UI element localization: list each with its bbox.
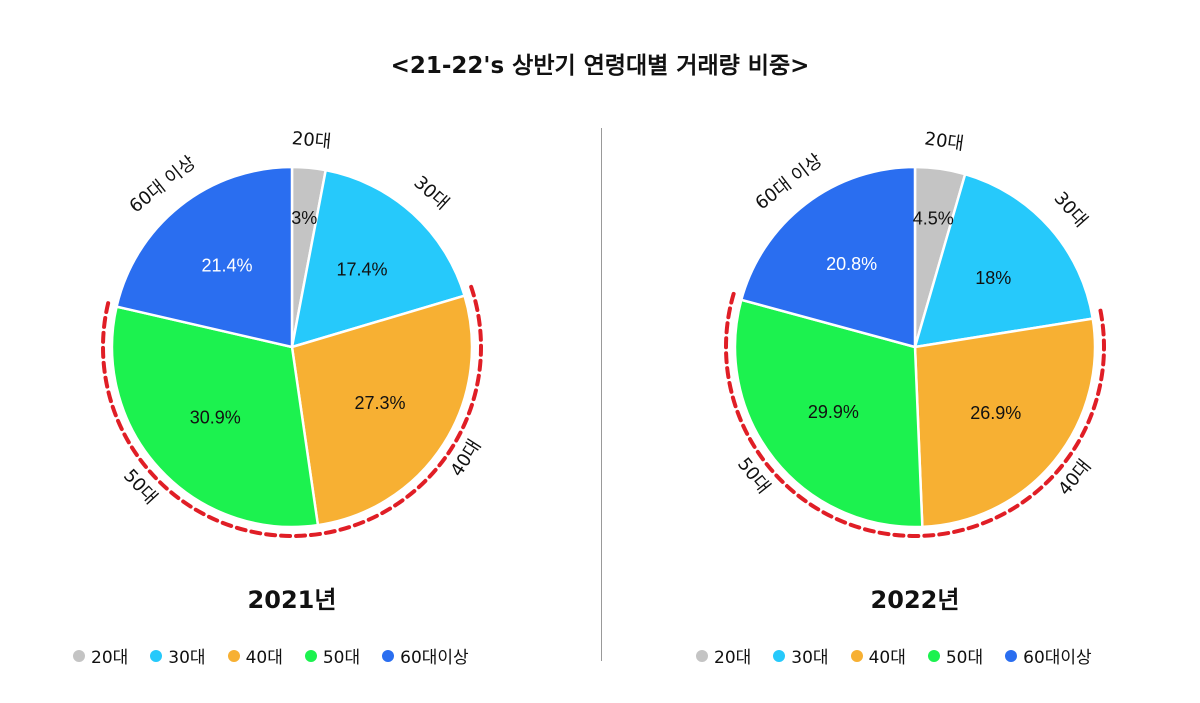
legend-2021: 20대 30대 40대 50대 60대이상: [73, 643, 469, 668]
legend-label: 50대: [322, 648, 361, 668]
legend-label: 60대이상: [400, 648, 469, 668]
legend-item: 30대: [773, 643, 829, 668]
category-label: 50대: [119, 465, 161, 508]
value-label: 26.9%: [970, 403, 1021, 423]
legend-item: 40대: [227, 643, 283, 668]
legend-label: 30대: [791, 648, 829, 668]
legend-swatch: [1005, 649, 1018, 662]
legend-2022: 20대 30대 40대 50대 60대이상: [696, 643, 1092, 668]
pie-slice-30대: [913, 172, 1095, 349]
pie-slice-60대이상: [115, 165, 294, 349]
year-label-2021: 2021년: [247, 586, 337, 614]
legend-item: 50대: [927, 643, 984, 668]
value-label: 18%: [975, 268, 1011, 288]
pie-slice-30대: [290, 168, 467, 349]
legend-item: 60대이상: [382, 643, 469, 668]
chart-title: <21-22's 상반기 연령대별 거래량 비중>: [390, 53, 810, 79]
legend-swatch: [382, 649, 395, 662]
pie-slice-60대이상: [739, 165, 917, 349]
legend-swatch: [850, 649, 863, 662]
legend-item: 30대: [150, 643, 206, 668]
legend-item: 20대: [696, 643, 751, 668]
legend-item: 50대: [304, 643, 361, 668]
legend-swatch: [696, 649, 708, 662]
legend-swatch: [150, 649, 163, 662]
legend-item: 20대: [73, 643, 128, 668]
highlight-arc: [724, 289, 1106, 538]
legend-swatch: [73, 649, 85, 662]
pie-slice-40대: [913, 317, 1097, 529]
value-label: 30.9%: [190, 408, 241, 428]
legend-label: 60대이상: [1023, 648, 1092, 668]
pie-slice-40대: [290, 294, 474, 527]
legend-swatch: [304, 649, 317, 662]
legend-label: 20대: [714, 648, 752, 668]
value-label: 3%: [291, 208, 317, 228]
legend-label: 50대: [945, 648, 984, 668]
year-label-2022: 2022년: [870, 586, 960, 614]
legend-label: 40대: [868, 648, 906, 668]
category-label: 30대: [409, 172, 452, 214]
legend-item: 60대이상: [1005, 643, 1092, 668]
legend-label: 40대: [245, 648, 283, 668]
legend-swatch: [773, 649, 786, 662]
value-label: 4.5%: [913, 209, 954, 229]
category-label: 50대: [733, 454, 774, 498]
category-label: 40대: [447, 436, 486, 481]
value-label: 20.8%: [826, 254, 877, 274]
value-label: 17.4%: [336, 260, 387, 280]
category-label: 30대: [1050, 188, 1092, 231]
pie-slice-50대: [110, 305, 320, 529]
category-label: 20대: [291, 128, 332, 153]
category-label: 40대: [1054, 456, 1095, 500]
legend-swatch: [227, 649, 240, 662]
category-label: 20대: [923, 128, 965, 154]
pie-slice-50대: [733, 298, 924, 529]
legend-swatch: [927, 649, 940, 662]
legend-label: 20대: [91, 648, 129, 668]
legend-label: 30대: [168, 648, 206, 668]
divider: [601, 128, 602, 661]
value-label: 21.4%: [201, 255, 252, 275]
legend-item: 40대: [850, 643, 906, 668]
highlight-arc: [101, 284, 483, 538]
value-label: 27.3%: [354, 393, 405, 413]
value-label: 29.9%: [808, 402, 859, 422]
